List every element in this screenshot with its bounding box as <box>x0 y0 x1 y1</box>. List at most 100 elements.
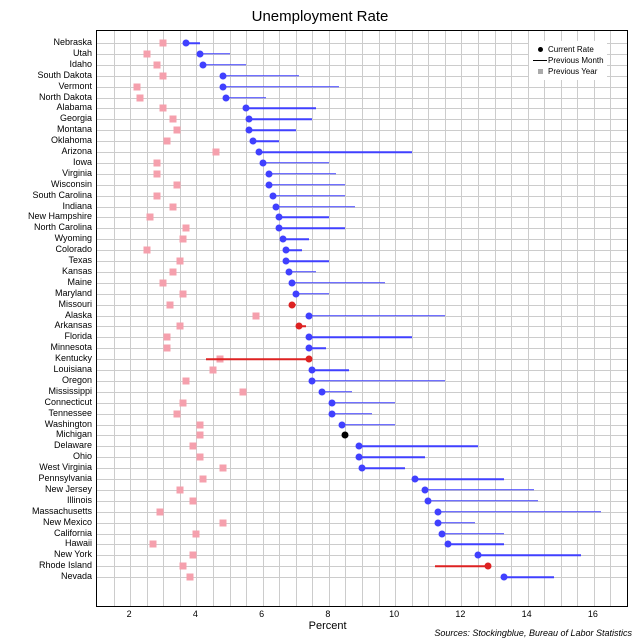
gridline-v <box>478 31 479 606</box>
prev-year-marker <box>156 508 163 515</box>
state-label: Georgia <box>60 113 92 123</box>
prev-year-marker <box>133 83 140 90</box>
gridline-v <box>610 31 611 606</box>
gridline-h <box>97 294 627 295</box>
current-rate-marker <box>279 236 286 243</box>
gridline-v <box>461 31 462 606</box>
prev-month-line <box>200 53 230 55</box>
prev-month-line <box>269 184 345 186</box>
prev-year-marker <box>209 367 216 374</box>
gridline-v <box>114 31 115 606</box>
prev-year-marker <box>196 421 203 428</box>
state-label: Colorado <box>55 244 92 254</box>
gridline-v <box>528 31 529 606</box>
state-label: Nebraska <box>53 37 92 47</box>
state-label: Idaho <box>69 59 92 69</box>
state-label: New York <box>54 549 92 559</box>
prev-year-marker <box>163 334 170 341</box>
state-label: Delaware <box>54 440 92 450</box>
current-rate-marker <box>200 61 207 68</box>
prev-year-marker <box>163 138 170 145</box>
x-axis-title: Percent <box>309 620 347 632</box>
state-label: Oklahoma <box>51 135 92 145</box>
prev-year-marker <box>170 268 177 275</box>
current-rate-marker <box>425 497 432 504</box>
gridline-h <box>97 87 627 88</box>
prev-month-line <box>206 358 309 360</box>
prev-month-line <box>276 206 356 208</box>
gridline-h <box>97 108 627 109</box>
prev-year-marker <box>253 312 260 319</box>
prev-month-line <box>249 129 295 131</box>
prev-year-marker <box>219 519 226 526</box>
gridline-v <box>147 31 148 606</box>
current-rate-marker <box>246 127 253 134</box>
prev-year-marker <box>166 301 173 308</box>
x-tick-label: 4 <box>193 609 198 619</box>
prev-year-marker <box>183 225 190 232</box>
prev-year-marker <box>183 377 190 384</box>
gridline-h <box>97 163 627 164</box>
gridline-h <box>97 239 627 240</box>
current-rate-marker <box>256 149 263 156</box>
current-rate-marker <box>309 367 316 374</box>
gridline-v <box>379 31 380 606</box>
prev-year-marker <box>190 443 197 450</box>
state-label: Rhode Island <box>39 560 92 570</box>
prev-year-marker <box>196 454 203 461</box>
prev-year-marker <box>160 72 167 79</box>
gridline-v <box>279 31 280 606</box>
current-rate-marker <box>474 552 481 559</box>
gridline-v <box>594 31 595 606</box>
gridline-v <box>495 31 496 606</box>
gridline-h <box>97 174 627 175</box>
state-label: North Carolina <box>34 222 92 232</box>
state-label: Missouri <box>58 299 92 309</box>
current-rate-marker <box>219 83 226 90</box>
prev-year-marker <box>200 476 207 483</box>
prev-month-line <box>289 271 316 273</box>
legend-item: Previous Year <box>532 66 604 77</box>
gridline-h <box>97 305 627 306</box>
prev-year-marker <box>153 170 160 177</box>
state-label: Alaska <box>65 310 92 320</box>
current-rate-marker <box>339 421 346 428</box>
state-label: Minnesota <box>50 342 92 352</box>
state-label: Oregon <box>62 375 92 385</box>
state-label: Wyoming <box>55 233 92 243</box>
current-rate-marker <box>306 345 313 352</box>
prev-month-line <box>438 511 600 513</box>
prev-month-line <box>442 533 505 535</box>
x-tick-label: 6 <box>259 609 264 619</box>
state-label: Texas <box>68 255 92 265</box>
prev-month-line <box>435 565 488 567</box>
current-rate-marker <box>259 159 266 166</box>
prev-month-line <box>253 140 280 142</box>
prev-month-line <box>269 173 335 175</box>
legend-item: Current Rate <box>532 44 604 55</box>
prev-month-line <box>296 293 329 295</box>
gridline-h <box>97 348 627 349</box>
current-rate-marker <box>306 312 313 319</box>
current-rate-marker <box>272 203 279 210</box>
state-label: Massachusetts <box>32 506 92 516</box>
gridline-v <box>544 31 545 606</box>
prev-year-marker <box>143 50 150 57</box>
prev-month-line <box>478 555 581 557</box>
prev-year-marker <box>180 236 187 243</box>
state-label: New Hampshire <box>28 211 92 221</box>
gridline-v <box>561 31 562 606</box>
state-label: Wisconsin <box>51 179 92 189</box>
prev-month-line <box>259 151 411 153</box>
legend-item: Previous Month <box>532 55 604 66</box>
prev-year-marker <box>160 279 167 286</box>
prev-year-marker <box>190 497 197 504</box>
prev-year-marker <box>176 486 183 493</box>
prev-year-marker <box>176 323 183 330</box>
prev-year-marker <box>186 574 193 581</box>
prev-year-marker <box>190 552 197 559</box>
current-rate-marker <box>276 214 283 221</box>
x-tick-label: 16 <box>588 609 598 619</box>
prev-month-line <box>309 315 445 317</box>
legend: Current RatePrevious MonthPrevious Year <box>529 41 607 80</box>
